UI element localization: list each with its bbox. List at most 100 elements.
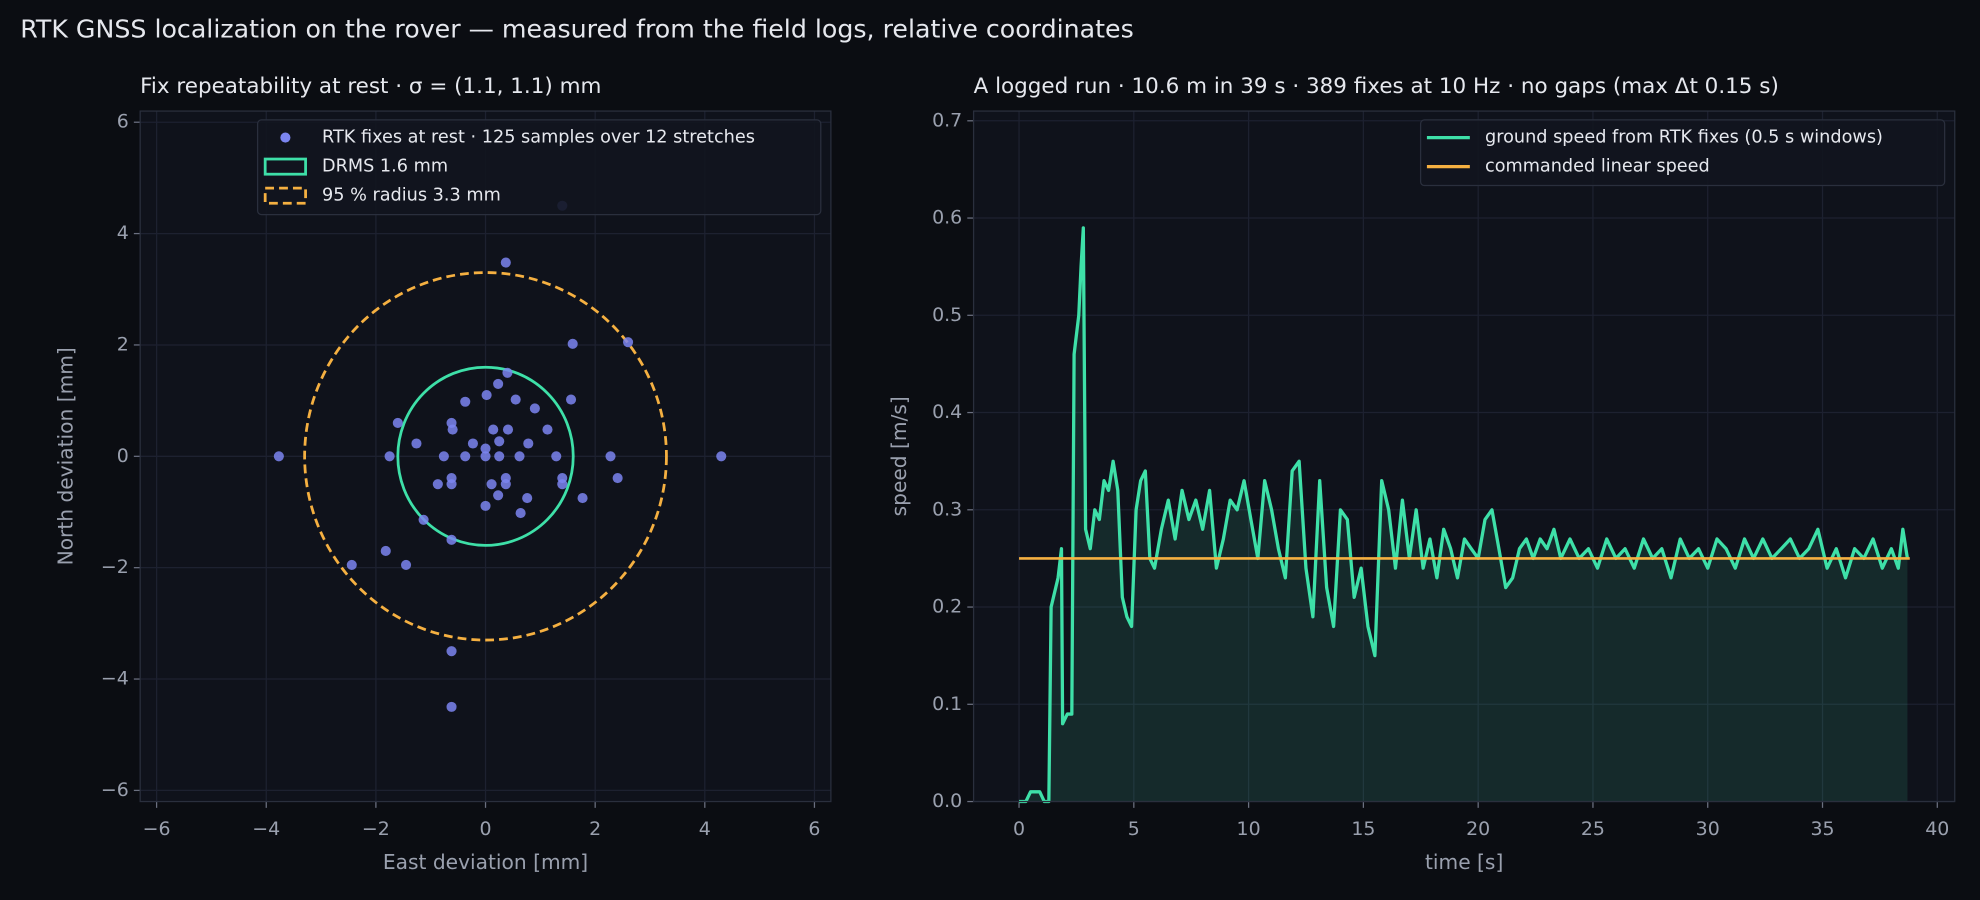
x-tick-label: 2 bbox=[589, 818, 601, 840]
scatter-point bbox=[392, 417, 403, 428]
x-tick-label: 5 bbox=[1128, 818, 1140, 840]
scatter-point bbox=[529, 403, 540, 414]
scatter-point bbox=[488, 424, 499, 435]
scatter-point bbox=[510, 394, 521, 405]
x-tick-label: 0 bbox=[480, 818, 492, 840]
scatter-point bbox=[481, 390, 492, 401]
y-tick-label: 4 bbox=[117, 222, 129, 244]
x-tick-label: 30 bbox=[1696, 818, 1720, 840]
y-tick-label: 0.7 bbox=[932, 109, 962, 131]
scatter-point bbox=[446, 534, 457, 545]
y-tick-label: 0.5 bbox=[932, 304, 962, 326]
scatter-point bbox=[411, 438, 422, 449]
scatter-point bbox=[577, 493, 588, 504]
scatter-point bbox=[418, 514, 429, 525]
legend-box bbox=[1419, 119, 1946, 187]
scatter-point bbox=[467, 438, 478, 449]
scatter-point bbox=[380, 545, 391, 557]
scatter-point bbox=[446, 646, 457, 657]
y-axis-label: speed [m/s] bbox=[887, 396, 911, 516]
y-tick-label: 0.2 bbox=[932, 596, 962, 618]
plot-area bbox=[973, 111, 1955, 802]
legend-box bbox=[256, 119, 822, 216]
figure-title: RTK GNSS localization on the rover — mea… bbox=[20, 14, 1134, 43]
y-tick-label: 0.0 bbox=[932, 790, 962, 812]
x-tick-label: 6 bbox=[808, 818, 820, 840]
scatter-point bbox=[460, 396, 471, 407]
x-tick-label: 10 bbox=[1237, 818, 1261, 840]
area bbox=[1019, 227, 1908, 802]
scatter-point bbox=[446, 701, 457, 712]
plot-border bbox=[972, 110, 1956, 803]
scatter-point bbox=[523, 438, 534, 449]
legend-label: 95 % radius 3.3 mm bbox=[322, 186, 501, 206]
x-tick-label: 15 bbox=[1351, 818, 1375, 840]
scatter-point bbox=[502, 367, 513, 378]
scatter-point bbox=[612, 472, 623, 484]
y-tick-label: 0.6 bbox=[932, 207, 962, 229]
scatter-point bbox=[605, 451, 616, 462]
y-tick-label: 6 bbox=[117, 111, 129, 133]
x-tick-label: −6 bbox=[143, 818, 171, 840]
chart-title: Fix repeatability at rest · σ = (1.1, 1.… bbox=[140, 74, 601, 99]
x-tick-label: 4 bbox=[699, 818, 711, 840]
scatter-point bbox=[716, 451, 727, 462]
x-tick-label: 20 bbox=[1466, 818, 1490, 840]
y-tick-label: 0 bbox=[117, 445, 129, 467]
scatter-point bbox=[460, 451, 471, 462]
scatter-point bbox=[493, 378, 504, 389]
legend-marker bbox=[280, 132, 291, 143]
scatter-point bbox=[400, 559, 412, 570]
x-tick-label: 35 bbox=[1810, 818, 1834, 840]
y-tick-label: −6 bbox=[101, 779, 129, 801]
legend-label: ground speed from RTK fixes (0.5 s windo… bbox=[1485, 128, 1883, 148]
y-tick-label: 0.3 bbox=[932, 498, 962, 520]
scatter-point bbox=[438, 451, 449, 462]
legend-label: commanded linear speed bbox=[1485, 157, 1710, 177]
scatter-point bbox=[346, 559, 357, 570]
scatter-point bbox=[273, 451, 284, 462]
legend-marker bbox=[263, 186, 307, 205]
plot-border bbox=[139, 110, 832, 803]
scatter-point bbox=[494, 451, 505, 462]
scatter-point bbox=[446, 479, 457, 490]
scatter-point bbox=[493, 490, 504, 501]
y-tick-label: 0.4 bbox=[932, 401, 962, 423]
scatter-point bbox=[551, 451, 562, 462]
y-tick-label: −4 bbox=[101, 668, 129, 690]
line bbox=[1019, 226, 1910, 804]
scatter-point bbox=[480, 451, 491, 462]
y-tick-label: −2 bbox=[101, 556, 129, 578]
x-axis-label: East deviation [mm] bbox=[383, 850, 588, 874]
legend-label: DRMS 1.6 mm bbox=[322, 157, 448, 177]
x-tick-label: 25 bbox=[1581, 818, 1605, 840]
scatter-point bbox=[480, 500, 491, 511]
x-tick-label: −2 bbox=[362, 818, 390, 840]
scatter-point bbox=[500, 257, 511, 268]
y-axis-label: North deviation [mm] bbox=[53, 347, 77, 565]
scatter-point bbox=[522, 493, 533, 504]
x-tick-label: −4 bbox=[252, 818, 280, 840]
y-tick-label: 2 bbox=[117, 333, 129, 355]
scatter-point bbox=[486, 479, 497, 490]
x-tick-label: 40 bbox=[1925, 818, 1949, 840]
scatter-point bbox=[500, 479, 511, 490]
legend-label: RTK fixes at rest · 125 samples over 12 … bbox=[322, 128, 755, 148]
y-tick-label: 0.1 bbox=[932, 693, 962, 715]
scatter-point bbox=[515, 508, 526, 519]
scatter-point bbox=[514, 451, 525, 462]
scatter-point bbox=[623, 337, 634, 348]
circle-mark bbox=[396, 365, 575, 547]
x-axis-label: time [s] bbox=[1425, 850, 1503, 874]
scatter-point bbox=[567, 338, 578, 349]
scatter-point bbox=[557, 479, 568, 490]
scatter-point bbox=[480, 443, 491, 454]
chart-title: A logged run · 10.6 m in 39 s · 389 fixe… bbox=[974, 74, 1779, 99]
scatter-point bbox=[542, 424, 553, 435]
scatter-point bbox=[432, 479, 443, 490]
scatter-point bbox=[384, 451, 395, 462]
x-tick-label: 0 bbox=[1013, 818, 1025, 840]
scatter-point bbox=[447, 424, 458, 435]
